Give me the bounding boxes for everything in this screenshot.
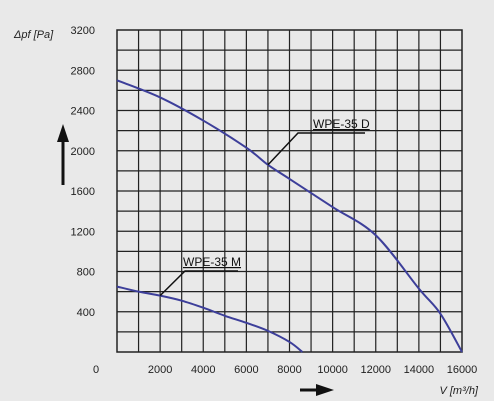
x-tick-label: 4000 (191, 364, 215, 376)
x-tick-label: 14000 (404, 364, 435, 376)
plot-frame (116, 29, 463, 353)
y-axis-arrow-icon (57, 124, 69, 185)
x-axis-arrow-icon (300, 384, 334, 396)
y-tick-label: 2800 (71, 65, 95, 77)
y-tick-label: 800 (77, 267, 95, 279)
x-tick-label: 8000 (277, 364, 301, 376)
series-line-1 (116, 285, 304, 353)
x-tick-label: 2000 (148, 364, 172, 376)
annotation-leader-line (267, 132, 365, 166)
y-tick-label: 2000 (71, 146, 95, 158)
tick-labels: 400 800 1200 1600 2000 2400 2800 3200 0 2000 4000 6… (71, 25, 478, 376)
x-tick-label: 0 (93, 364, 99, 376)
series-label: WPE-35 D (313, 117, 370, 131)
y-tick-label: 2400 (71, 106, 95, 118)
x-tick-label: 6000 (234, 364, 258, 376)
annotation-leader-line (159, 270, 238, 297)
x-tick-label: 10000 (317, 364, 348, 376)
y-tick-label: 3200 (71, 25, 95, 37)
series-line-0 (116, 79, 463, 353)
y-tick-label: 1200 (71, 226, 95, 238)
y-tick-label: 400 (77, 307, 95, 319)
x-axis-title: V [m³/h] (439, 385, 478, 397)
x-tick-label: 12000 (360, 364, 391, 376)
grid (117, 30, 462, 352)
series-label: WPE-35 M (183, 255, 241, 269)
y-tick-label: 1600 (71, 186, 95, 198)
x-tick-label: 16000 (447, 364, 478, 376)
y-axis-title: Δpf [Pa] (13, 29, 54, 41)
annotations: WPE-35 D WPE-35 M (159, 117, 370, 297)
series-lines (116, 79, 463, 353)
